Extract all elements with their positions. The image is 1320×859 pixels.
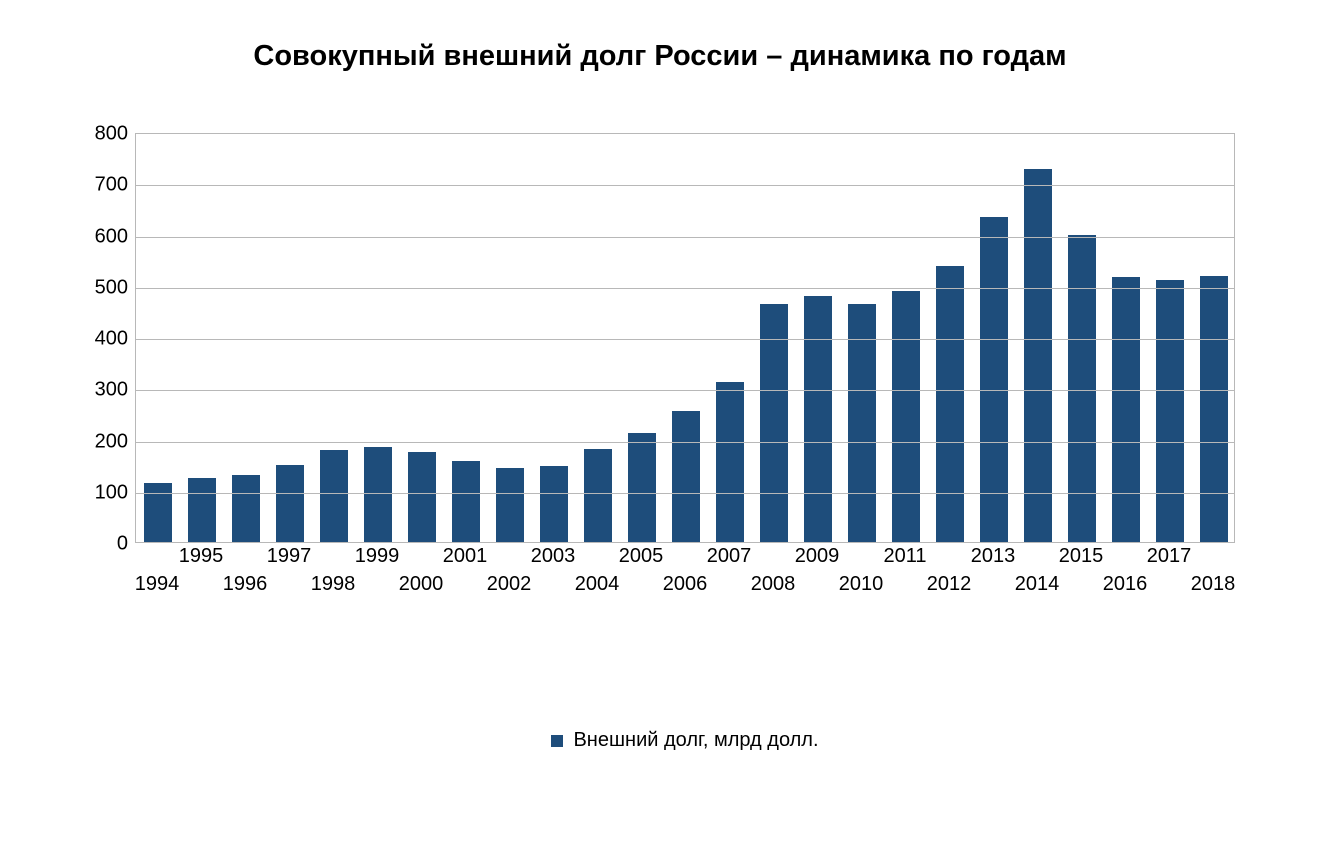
bar	[716, 382, 743, 542]
bar	[628, 433, 655, 542]
bar	[1024, 169, 1051, 542]
y-tick-label: 400	[95, 328, 136, 351]
bar	[584, 449, 611, 542]
y-tick-label: 0	[117, 533, 136, 556]
x-tick-label: 2000	[399, 573, 444, 596]
x-tick-label: 2013	[971, 545, 1016, 568]
gridline	[136, 237, 1234, 238]
x-tick-label: 2006	[663, 573, 708, 596]
x-tick-label: 2007	[707, 545, 752, 568]
bar	[1200, 276, 1227, 543]
bars-layer	[136, 134, 1234, 542]
y-tick-label: 200	[95, 430, 136, 453]
bar	[1068, 235, 1095, 543]
legend-label: Внешний долг, млрд долл.	[573, 729, 818, 752]
x-axis-labels: 1994 1995 1996 1997 1998 1999 2000 2001 2002 2003…	[135, 543, 1235, 599]
x-tick-label: 2015	[1059, 545, 1104, 568]
bar	[672, 411, 699, 542]
gridline	[136, 493, 1234, 494]
gridline	[136, 442, 1234, 443]
x-tick-label: 1995	[179, 545, 224, 568]
x-tick-label: 2014	[1015, 573, 1060, 596]
bar	[1156, 280, 1183, 542]
x-tick-label: 2002	[487, 573, 532, 596]
bar	[232, 475, 259, 542]
x-tick-label: 1997	[267, 545, 312, 568]
bar	[936, 266, 963, 542]
chart-container: 0100200300400500600700800 19941995199619…	[85, 133, 1235, 769]
y-tick-label: 500	[95, 276, 136, 299]
y-tick-label: 300	[95, 379, 136, 402]
legend-swatch-icon	[551, 735, 563, 747]
chart-title: Совокупный внешний долг России – динамик…	[40, 40, 1280, 73]
x-tick-label: 2011	[883, 545, 926, 568]
bar	[892, 291, 919, 542]
y-tick-label: 800	[95, 123, 136, 146]
bar	[188, 478, 215, 542]
x-tick-label: 2016	[1103, 573, 1148, 596]
x-tick-label: 2004	[575, 573, 620, 596]
x-tick-label: 1996	[223, 573, 268, 596]
bar	[804, 296, 831, 542]
legend: Внешний долг, млрд долл.	[135, 729, 1235, 752]
y-tick-label: 700	[95, 174, 136, 197]
bar	[496, 468, 523, 542]
plot-area: 0100200300400500600700800	[135, 133, 1235, 543]
x-tick-label: 2010	[839, 573, 884, 596]
gridline	[136, 185, 1234, 186]
bar	[320, 450, 347, 542]
gridline	[136, 339, 1234, 340]
bar	[452, 461, 479, 542]
bar	[276, 465, 303, 542]
x-tick-label: 1998	[311, 573, 356, 596]
x-tick-label: 2005	[619, 545, 664, 568]
bar	[408, 452, 435, 542]
x-tick-label: 2001	[443, 545, 488, 568]
bar	[540, 466, 567, 542]
y-tick-label: 100	[95, 481, 136, 504]
x-tick-label: 1999	[355, 545, 400, 568]
y-tick-label: 600	[95, 225, 136, 248]
x-tick-label: 2008	[751, 573, 796, 596]
x-tick-label: 2009	[795, 545, 840, 568]
x-tick-label: 2018	[1191, 573, 1236, 596]
gridline	[136, 390, 1234, 391]
bar	[364, 447, 391, 542]
x-tick-label: 2012	[927, 573, 972, 596]
x-tick-label: 2003	[531, 545, 576, 568]
bar	[1112, 277, 1139, 542]
gridline	[136, 288, 1234, 289]
x-tick-label: 2017	[1147, 545, 1192, 568]
x-tick-label: 1994	[135, 573, 180, 596]
